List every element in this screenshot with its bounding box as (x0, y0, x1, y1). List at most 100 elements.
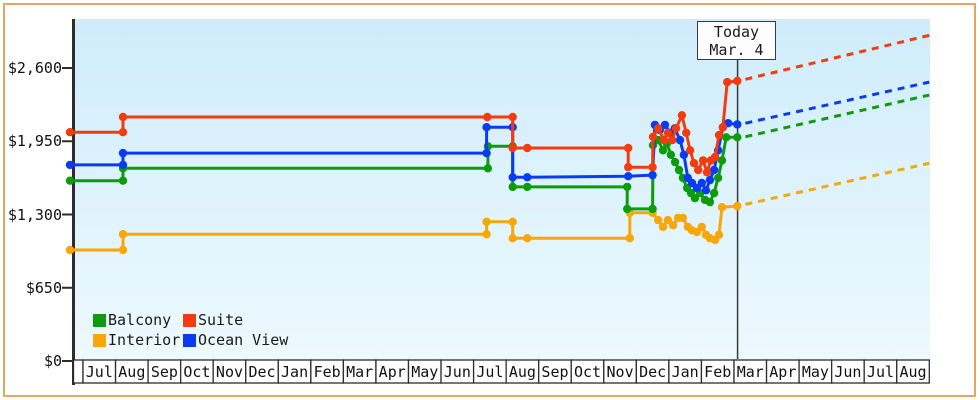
month-cell (896, 359, 930, 384)
data-point-marker (118, 176, 128, 185)
data-point-marker (674, 165, 684, 175)
balcony-color-swatch (93, 313, 106, 327)
legend-item-balcony: Balcony (93, 311, 183, 329)
data-point-marker (694, 165, 703, 175)
data-point-marker (483, 164, 493, 173)
data-point-marker (714, 130, 724, 140)
data-point-marker (118, 230, 128, 239)
data-point-marker (682, 128, 691, 137)
data-point-marker (624, 172, 633, 181)
data-point-marker (663, 128, 673, 137)
month-label: Nov (216, 363, 243, 381)
data-point-marker (678, 213, 688, 223)
data-point-marker (523, 182, 532, 192)
data-point-marker (671, 124, 681, 133)
month-label: Dec (248, 363, 275, 381)
month-cell-stub (72, 359, 84, 384)
data-point-marker (482, 148, 491, 158)
data-point-marker (482, 217, 491, 226)
data-point-marker (483, 112, 492, 122)
data-point-marker (65, 245, 75, 255)
legend-row-2: Interior Ocean View (93, 330, 288, 350)
data-point-marker (733, 120, 742, 129)
data-point-marker (733, 76, 742, 86)
month-label: Dec (639, 363, 666, 381)
month-label: Mar (737, 363, 764, 381)
data-point-marker (709, 188, 719, 198)
data-point-marker (689, 159, 699, 168)
month-label: Jan (672, 363, 699, 381)
data-point-marker (623, 204, 632, 214)
data-point-marker (623, 182, 632, 192)
data-point-marker (733, 133, 742, 142)
y-axis-label-2600: $2,600 (7, 59, 62, 78)
ocean-view-color-swatch (183, 333, 196, 347)
legend-label-interior: Interior (108, 331, 181, 349)
data-point-marker (663, 215, 673, 225)
data-point-marker (508, 217, 517, 226)
y-axis-label-650: $650 (25, 278, 62, 297)
month-label: Aug (118, 363, 145, 381)
month-label: Aug (509, 363, 536, 381)
data-point-marker (523, 234, 532, 243)
data-point-marker (659, 135, 669, 145)
projection-line (745, 161, 930, 206)
data-point-marker (714, 230, 724, 239)
data-point-marker (65, 160, 75, 170)
data-point-marker (648, 170, 657, 180)
interior-color-swatch (93, 333, 106, 347)
y-axis-label-1300: $1,300 (7, 205, 62, 224)
data-point-marker (697, 178, 706, 188)
data-point-marker (668, 135, 677, 145)
data-point-marker (118, 160, 128, 170)
data-point-marker (65, 176, 75, 185)
month-label: Mar (346, 363, 373, 381)
data-point-marker (482, 123, 491, 132)
data-point-marker (508, 112, 517, 122)
month-label: May (411, 363, 438, 381)
data-point-marker (718, 123, 728, 132)
x-axis-month-row: Jul Aug Sep Oct Nov Dec Jan Feb Mar Apr May Jun Jul A… (72, 359, 930, 384)
month-label: Apr (379, 363, 406, 381)
data-point-marker (677, 111, 687, 120)
month-label: Jul (476, 363, 503, 381)
month-label: Sep (541, 363, 568, 381)
month-label: Jul (86, 363, 113, 381)
data-point-marker (717, 203, 727, 212)
data-point-marker (523, 173, 532, 182)
month-label: Jun (834, 363, 861, 381)
series-suite (65, 33, 930, 177)
month-label: Oct (183, 363, 210, 381)
data-point-marker (723, 77, 732, 87)
data-point-marker (658, 146, 668, 155)
data-point-marker (690, 194, 700, 203)
data-point-marker (648, 163, 657, 172)
month-label: Jan (281, 363, 308, 381)
data-point-marker (685, 146, 695, 155)
data-point-marker (624, 163, 633, 172)
data-point-marker (523, 143, 532, 153)
data-point-marker (675, 135, 685, 145)
legend-item-ocean-view: Ocean View (183, 331, 288, 349)
data-point-marker (713, 173, 723, 183)
legend-item-interior: Interior (93, 331, 183, 349)
data-point-marker (482, 230, 491, 239)
plot-area (75, 19, 930, 360)
legend-label-suite: Suite (198, 311, 244, 329)
month-label: Feb (704, 363, 731, 381)
data-point-marker (508, 234, 517, 243)
data-point-marker (701, 186, 711, 195)
data-point-marker (668, 221, 678, 230)
data-point-marker (508, 182, 517, 192)
projection-line (745, 93, 930, 139)
month-label: Jul (867, 363, 894, 381)
data-point-marker (722, 133, 731, 142)
projection-line (745, 33, 930, 81)
data-point-marker (508, 173, 517, 182)
data-point-marker (624, 143, 633, 153)
data-point-marker (118, 128, 128, 137)
data-point-marker (679, 150, 689, 159)
data-point-marker (705, 197, 715, 207)
